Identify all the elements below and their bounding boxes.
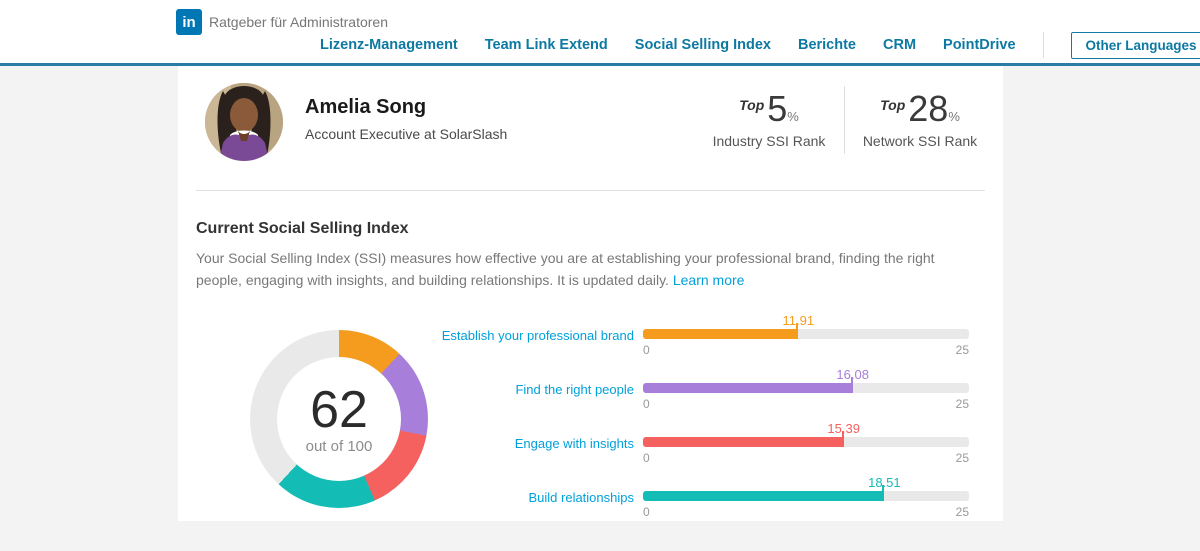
industry-rank-unit: % — [787, 109, 799, 124]
industry-rank-value: 5 — [767, 88, 788, 129]
other-languages-button[interactable]: Other Languages — [1070, 31, 1200, 59]
rank-divider — [844, 86, 845, 154]
bar-track-establish-your-professional-brand — [643, 323, 969, 340]
nav-item-pointdrive[interactable]: PointDrive — [943, 37, 1016, 53]
ssi-donut-chart: 62 out of 100 — [250, 330, 428, 509]
nav-item-social-selling-index[interactable]: Social Selling Index — [634, 37, 771, 53]
network-rank-value-line: Top 28 % — [859, 91, 981, 127]
profile-identity: Amelia Song Account Executive at SolarSl… — [305, 96, 507, 142]
network-rank: Top 28 % Network SSI Rank — [859, 91, 981, 150]
bar-label-engage-with-insights[interactable]: Engage with insights — [514, 436, 634, 452]
axis-min-label: 0 — [643, 451, 650, 466]
bar-fill-engage-with-insights — [643, 437, 844, 448]
bar-row-find-the-right-people: Find the right people 16.08 0 25 — [515, 367, 969, 414]
bar-row-establish-your-professional-brand: Establish your professional brand 11.91 0 2… — [442, 313, 969, 360]
profile-photo — [205, 83, 283, 161]
profile-section: Amelia Song Account Executive at SolarSl… — [178, 66, 1003, 190]
bar-tick-find-the-right-people — [850, 377, 853, 394]
axis-max-label: 25 — [955, 343, 969, 358]
ssi-charts: 62 out of 100 Establish your professiona… — [196, 301, 975, 551]
brand-title: Ratgeber für Administratoren — [209, 14, 388, 30]
nav-item-berichte[interactable]: Berichte — [797, 37, 856, 53]
ssi-score-sublabel: out of 100 — [305, 437, 373, 455]
bar-axis-engage-with-insights: 0 25 — [643, 451, 969, 465]
axis-max-label: 25 — [955, 451, 969, 466]
bar-value-build-relationships: 18.51 — [868, 475, 901, 491]
bar-value-engage-with-insights: 15.39 — [827, 421, 860, 437]
profile-name: Amelia Song — [305, 96, 427, 118]
linkedin-logo-icon[interactable]: in — [176, 9, 202, 35]
nav-item-team-link-extend[interactable]: Team Link Extend — [484, 37, 608, 53]
bar-label-build-relationships[interactable]: Build relationships — [528, 490, 634, 506]
nav-item-crm[interactable]: CRM — [883, 37, 917, 53]
profile-divider — [196, 190, 985, 191]
ssi-section: Current Social Selling Index Your Social… — [178, 220, 1003, 551]
top-header: in Ratgeber für Administratoren Lizenz-M… — [0, 0, 1200, 66]
section-description-text: Your Social Selling Index (SSI) measures… — [196, 250, 935, 288]
network-rank-label: Network SSI Rank — [862, 133, 978, 149]
bar-axis-build-relationships: 0 25 — [643, 505, 969, 519]
bar-row-build-relationships: Build relationships 18.51 0 25 — [528, 475, 969, 522]
ssi-ranks: Top 5 % Industry SSI Rank Top 28 % Netwo… — [708, 86, 981, 154]
bar-axis-establish-your-professional-brand: 0 25 — [643, 343, 969, 357]
bar-fill-find-the-right-people — [643, 383, 853, 394]
axis-max-label: 25 — [955, 397, 969, 412]
nav-item-lizenz-management[interactable]: Lizenz-Management — [320, 37, 458, 53]
bar-tick-establish-your-professional-brand — [796, 323, 799, 340]
section-title: Current Social Selling Index — [196, 220, 409, 237]
bar-track-find-the-right-people — [643, 377, 969, 394]
axis-min-label: 0 — [643, 343, 650, 358]
bar-tick-build-relationships — [882, 485, 885, 502]
main-nav: Lizenz-Management Team Link Extend Social … — [320, 30, 1200, 60]
bar-track-build-relationships — [643, 485, 969, 502]
industry-rank-prefix: Top — [739, 97, 765, 113]
nav-divider — [1042, 32, 1044, 58]
axis-min-label: 0 — [643, 397, 650, 412]
bar-axis-find-the-right-people: 0 25 — [643, 397, 969, 411]
bar-value-establish-your-professional-brand: 11.91 — [782, 313, 815, 329]
network-rank-prefix: Top — [880, 97, 906, 113]
section-description: Your Social Selling Index (SSI) measures… — [196, 248, 974, 291]
network-rank-unit: % — [948, 109, 960, 124]
ssi-card: Amelia Song Account Executive at SolarSl… — [178, 66, 1003, 521]
axis-max-label: 25 — [955, 505, 969, 520]
bar-fill-establish-your-professional-brand — [643, 329, 799, 340]
industry-rank: Top 5 % Industry SSI Rank — [708, 91, 830, 150]
profile-photo-illustration — [205, 83, 283, 161]
network-rank-value: 28 — [908, 88, 949, 129]
bar-value-find-the-right-people: 16.08 — [836, 367, 869, 383]
bar-label-establish-your-professional-brand[interactable]: Establish your professional brand — [441, 328, 634, 344]
learn-more-link[interactable]: Learn more — [672, 271, 745, 288]
bar-tick-engage-with-insights — [841, 431, 844, 448]
axis-min-label: 0 — [643, 505, 650, 520]
bar-track-engage-with-insights — [643, 431, 969, 448]
bar-row-engage-with-insights: Engage with insights 15.39 0 25 — [515, 421, 969, 468]
bar-label-find-the-right-people[interactable]: Find the right people — [515, 382, 634, 398]
industry-rank-value-line: Top 5 % — [708, 91, 830, 127]
profile-headline: Account Executive at SolarSlash — [305, 126, 508, 142]
industry-rank-label: Industry SSI Rank — [712, 133, 826, 149]
bar-fill-build-relationships — [643, 491, 885, 502]
ssi-score: 62 — [310, 380, 368, 439]
donut-center: 62 out of 100 — [277, 357, 401, 482]
